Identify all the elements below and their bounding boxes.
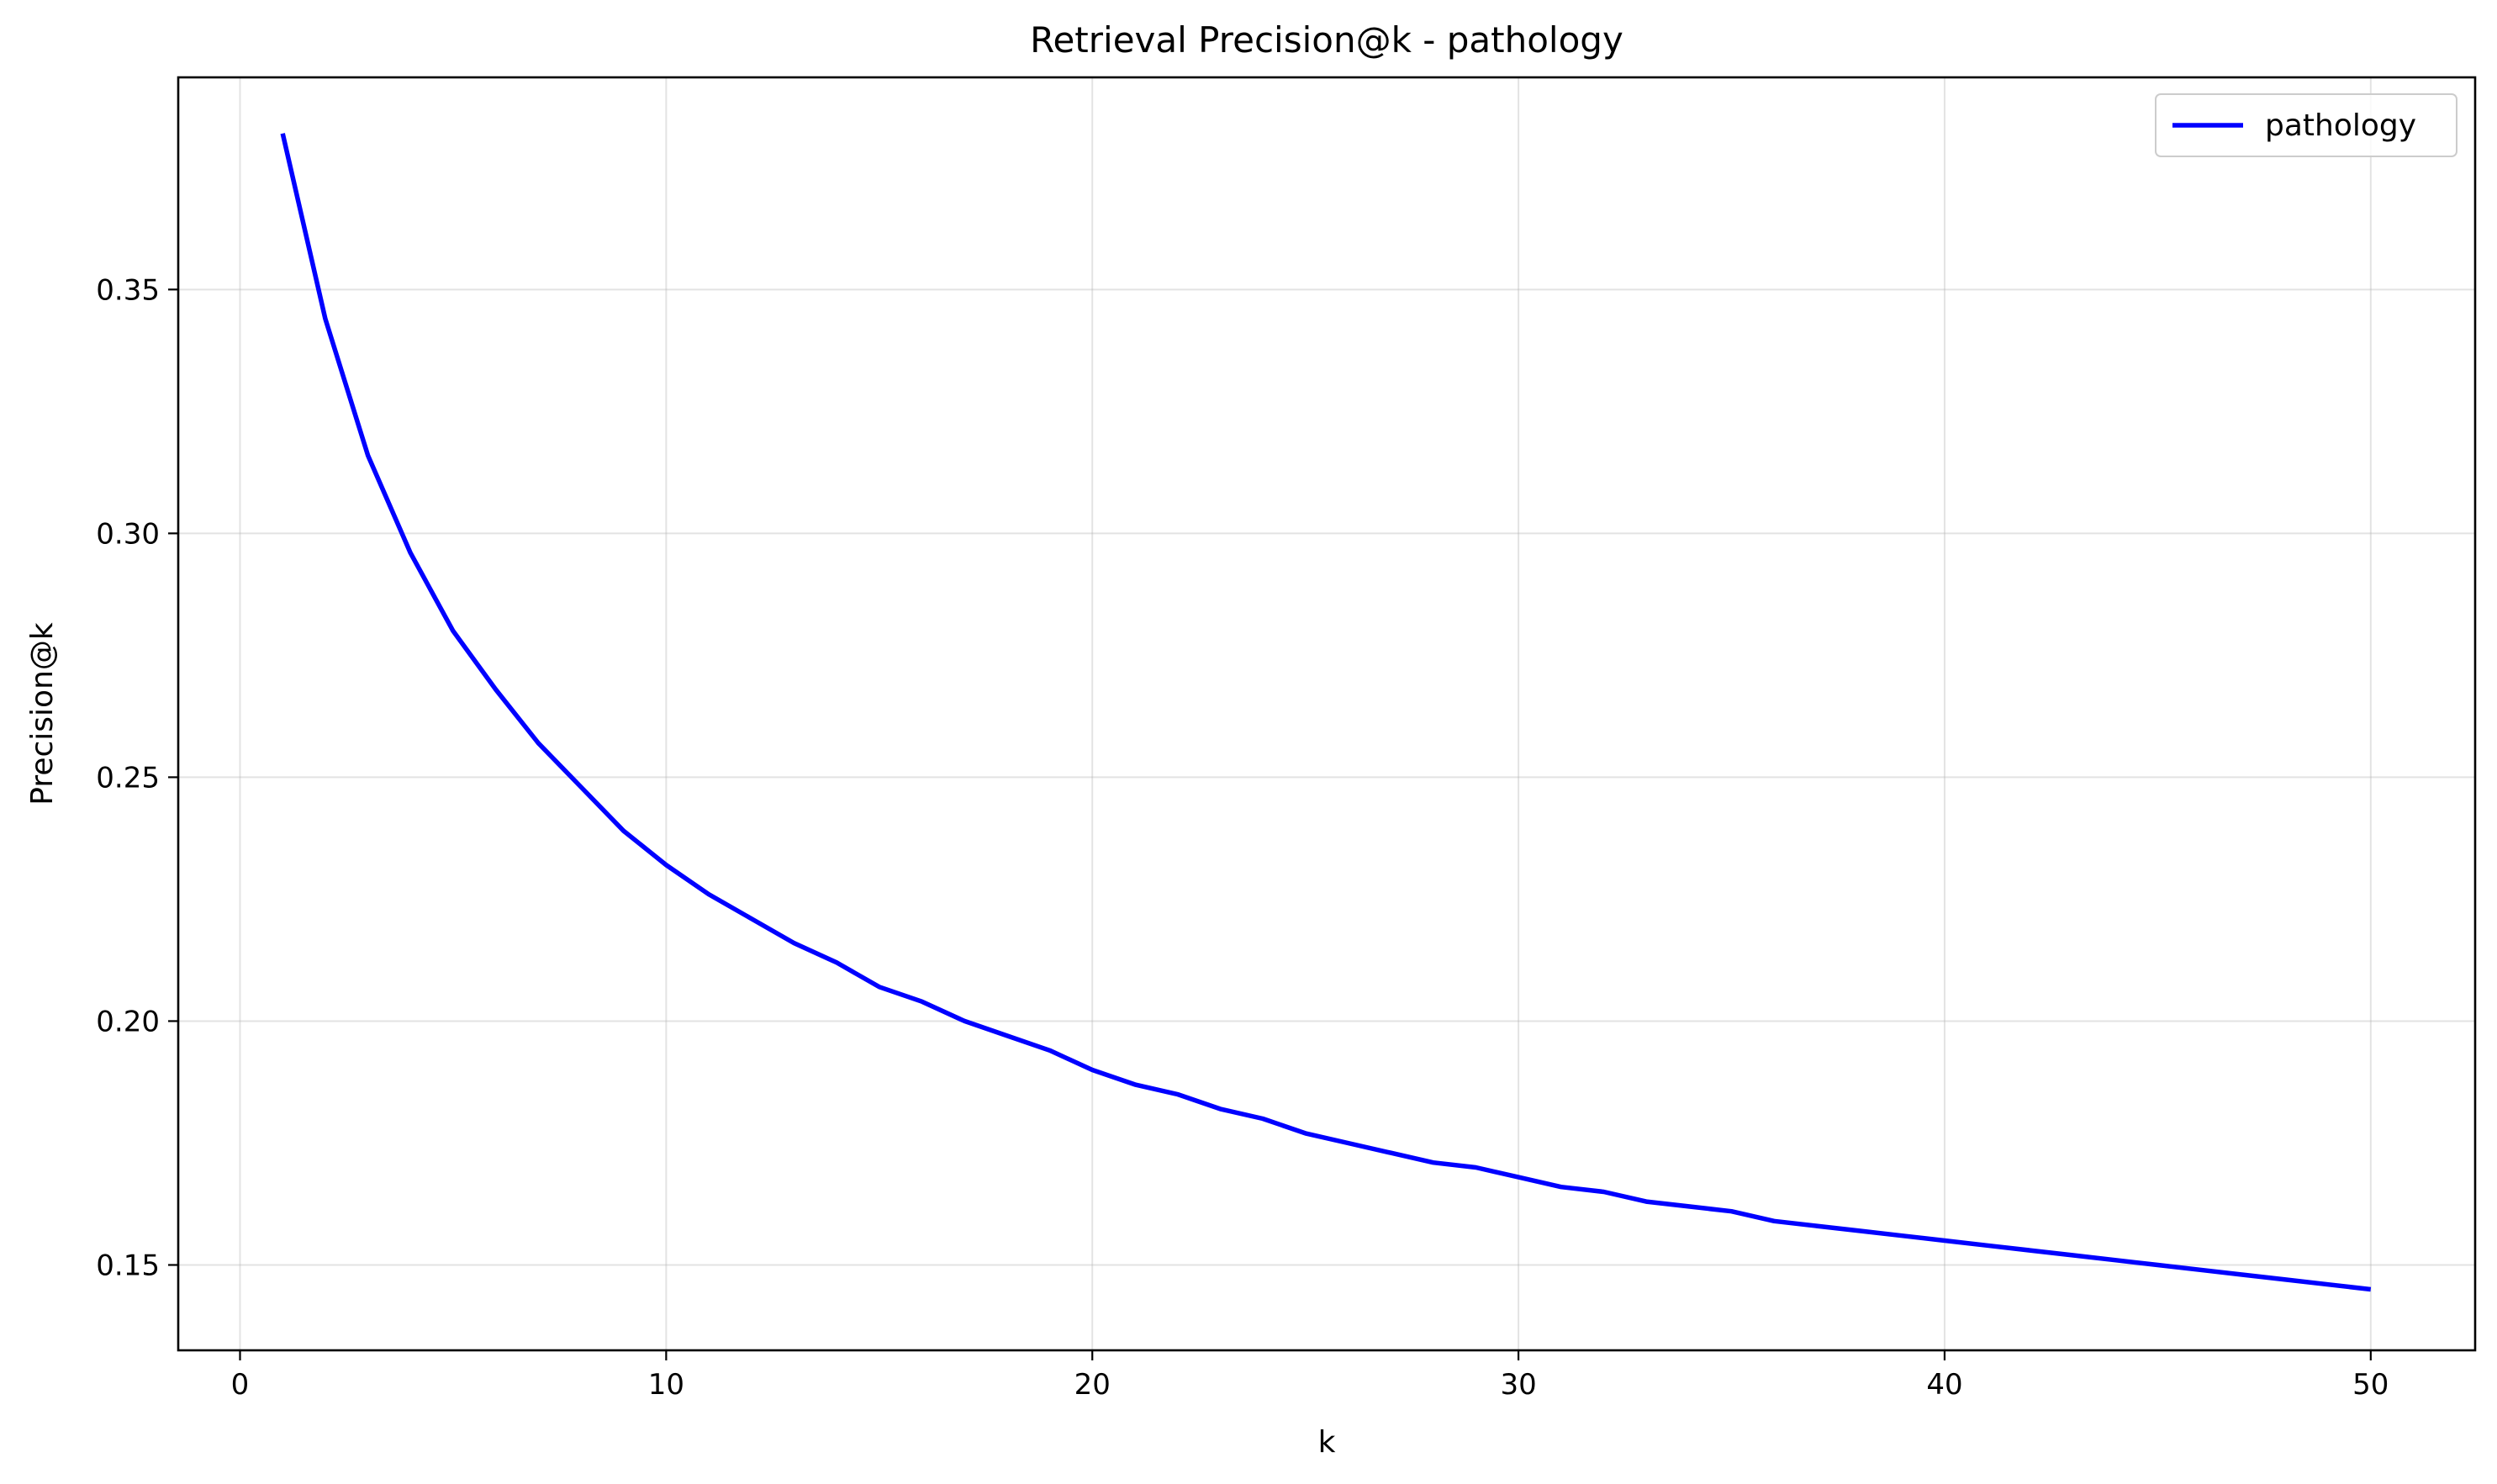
y-tick-label: 0.25 [96,761,160,795]
y-tick-label: 0.30 [96,517,160,551]
x-tick-label: 10 [648,1368,684,1402]
x-axis-label: k [1318,1425,1336,1460]
y-tick-label: 0.15 [96,1249,160,1282]
x-tick-label: 50 [2352,1368,2389,1402]
plot-frame [177,76,2477,1352]
x-tick-label: 0 [231,1368,250,1402]
x-tick-label: 20 [1074,1368,1111,1402]
y-tick-label: 0.20 [96,1005,160,1038]
x-tick-label: 30 [1500,1368,1536,1402]
legend-box [2155,93,2457,157]
series-layer [280,133,2372,1292]
x-tick-label: 40 [1926,1368,1962,1402]
grid [178,77,2475,1350]
legend: pathology [2155,93,2457,157]
y-tick-label: 0.35 [96,273,160,307]
chart-title: Retrieval Precision@k - pathology [1030,19,1623,61]
axis-ticks: 0 10 20 30 40 50 0.15 0.20 0.25 0.30 0.35 [96,273,2389,1402]
y-axis-label: Precision@k [25,622,60,805]
legend-label-pathology: pathology [2265,108,2416,143]
series-line-pathology [280,133,2372,1292]
